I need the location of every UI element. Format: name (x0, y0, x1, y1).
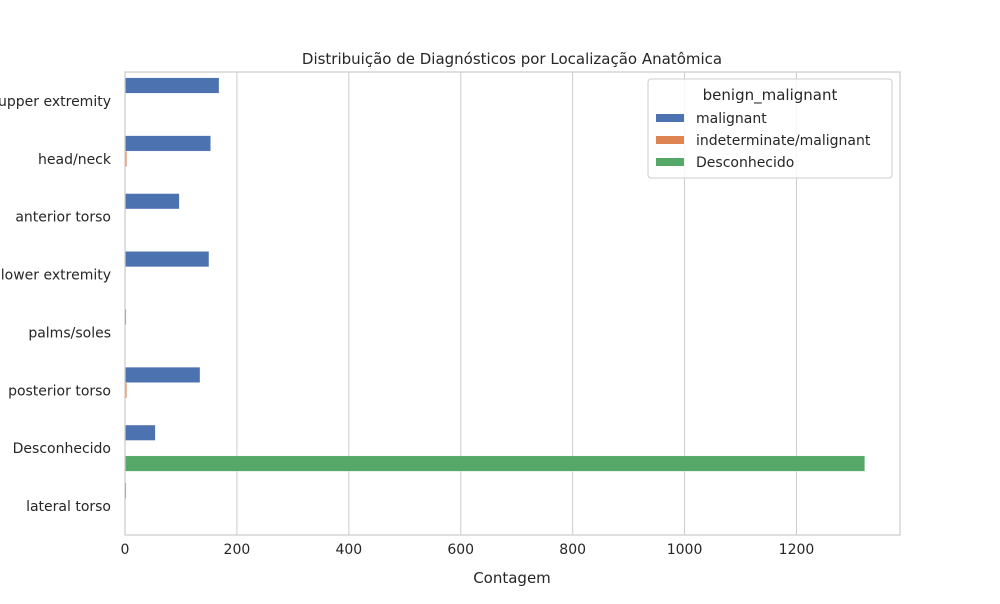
x-tick-label: 0 (121, 542, 130, 558)
bar-desconhecido (124, 455, 865, 472)
y-tick-label: Desconhecido (13, 441, 111, 457)
y-tick-label: upper extremity (0, 94, 111, 110)
legend: benign_malignant malignant indeterminate/… (647, 78, 893, 179)
x-axis-label: Contagem (473, 569, 551, 587)
y-tick-label: anterior torso (15, 210, 111, 226)
bar-malignant (124, 193, 180, 210)
y-ticks: upper extremity head/neck anterior torso lo… (0, 94, 112, 515)
chart-title: Distribuição de Diagnósticos por Localiz… (302, 50, 722, 68)
bar-malignant (124, 424, 156, 441)
legend-swatch (656, 158, 684, 166)
y-tick-label: lateral torso (26, 499, 111, 515)
x-tick-label: 1000 (667, 542, 703, 558)
x-ticks: 0 200 400 600 800 1000 1200 (121, 542, 815, 558)
x-tick-label: 800 (559, 542, 586, 558)
bar-malignant (124, 251, 210, 267)
x-tick-label: 1200 (779, 542, 815, 558)
y-tick-label: head/neck (38, 152, 112, 168)
legend-swatch (656, 114, 684, 122)
x-tick-label: 600 (447, 542, 474, 558)
y-tick-label: lower extremity (1, 268, 111, 284)
legend-label: malignant (696, 111, 767, 127)
x-tick-label: 200 (224, 542, 251, 558)
plot-frame (124, 71, 901, 536)
legend-swatch (656, 136, 684, 144)
y-tick-label: posterior torso (8, 383, 111, 399)
legend-label: indeterminate/malignant (696, 133, 871, 149)
legend-label: Desconhecido (696, 155, 794, 171)
y-tick-label: palms/soles (28, 325, 111, 341)
x-tick-label: 400 (335, 542, 362, 558)
legend-title: benign_malignant (703, 86, 838, 105)
legend-box (647, 78, 893, 179)
legend-items: malignant indeterminate/malignant Desconhe… (656, 111, 871, 171)
bars (124, 77, 865, 499)
bar-malignant (124, 77, 220, 94)
bar-malignant (124, 135, 211, 152)
bar-malignant (124, 367, 201, 383)
